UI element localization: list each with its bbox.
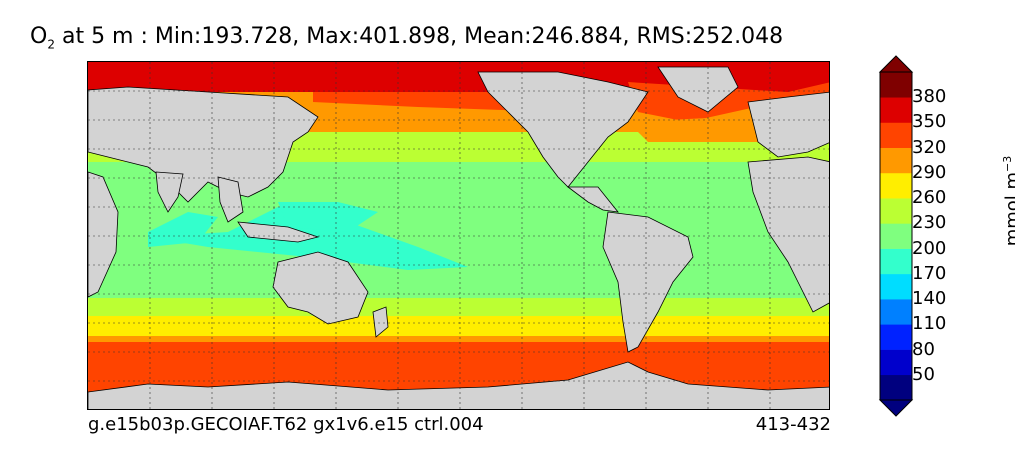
land-north-america [477, 71, 649, 188]
ocean-indian-cyan [148, 212, 218, 247]
colorbar-tick-label: 380 [912, 86, 947, 108]
ocean-band-tropics [88, 162, 829, 302]
colorbar-segment [880, 324, 912, 350]
colorbar-tick-label: 200 [912, 237, 947, 259]
colorbar-unit: mmol m−3 [1001, 141, 1015, 261]
unit-exponent: −3 [1001, 155, 1014, 172]
years-label: 413-432 [755, 414, 831, 435]
colorbar-arrow-max [878, 55, 914, 73]
colorbar-tick-label: 140 [912, 288, 947, 310]
land-seasia [217, 176, 244, 223]
land-newzealand [372, 306, 389, 338]
map-panel [87, 61, 830, 410]
colorbar-segment [880, 374, 912, 401]
colorbar-arrow-min [878, 399, 914, 417]
colorbar-segment [880, 172, 912, 199]
colorbar-segment [880, 97, 912, 123]
colorbar-segment [880, 147, 912, 174]
land-central-america [566, 186, 619, 213]
ocean-band-south-orange [88, 336, 829, 344]
plot-title: O2 at 5 m : Min:193.728, Max:401.898, Me… [30, 24, 783, 51]
map-svg [88, 62, 829, 409]
ocean-band-south-yellow [88, 316, 829, 338]
run-label: g.e15b03p.GECOIAF.T62 gx1v6.e15 ctrl.004 [88, 414, 484, 435]
colorbar-tick-label: 260 [912, 187, 947, 209]
colorbar-tick-label: 290 [912, 161, 947, 183]
title-stats: at 5 m : Min:193.728, Max:401.898, Mean:… [54, 24, 784, 49]
colorbar [878, 55, 914, 417]
land-india [155, 171, 184, 213]
unit-text: mmol m [1002, 172, 1015, 247]
colorbar-segment [880, 198, 912, 224]
title-variable: O [30, 24, 48, 49]
land-south-america [602, 211, 694, 353]
ocean-wpac-cyan [278, 202, 378, 232]
land-africa [88, 171, 119, 298]
colorbar-segment [880, 223, 912, 249]
colorbar-tick-label: 110 [912, 313, 947, 335]
colorbar-segment [880, 273, 912, 300]
colorbar-segment [880, 349, 912, 376]
colorbar-segment [880, 248, 912, 275]
land-greenland [657, 66, 739, 113]
graticule [88, 62, 829, 409]
colorbar-tick-label: 170 [912, 262, 947, 284]
land-antarctica [88, 361, 829, 409]
colorbar-segment [880, 72, 912, 98]
land-asia [88, 86, 319, 203]
title-subscript: 2 [47, 37, 55, 52]
colorbar-tick-label: 320 [912, 136, 947, 158]
land-australia [272, 251, 369, 325]
ocean-band-south-yellowgreen [88, 298, 829, 318]
colorbar-frame [879, 71, 913, 401]
colorbar-tick-label: 230 [912, 212, 947, 234]
colorbar-segment [880, 122, 912, 148]
colorbar-tick-label: 50 [912, 363, 935, 385]
colorbar-tick-label: 350 [912, 111, 947, 133]
colorbar-segment [880, 299, 912, 325]
land-indonesia [237, 221, 320, 243]
colorbar-tick-label: 80 [912, 338, 935, 360]
land-west-africa [747, 156, 829, 313]
land-europe [747, 91, 829, 158]
